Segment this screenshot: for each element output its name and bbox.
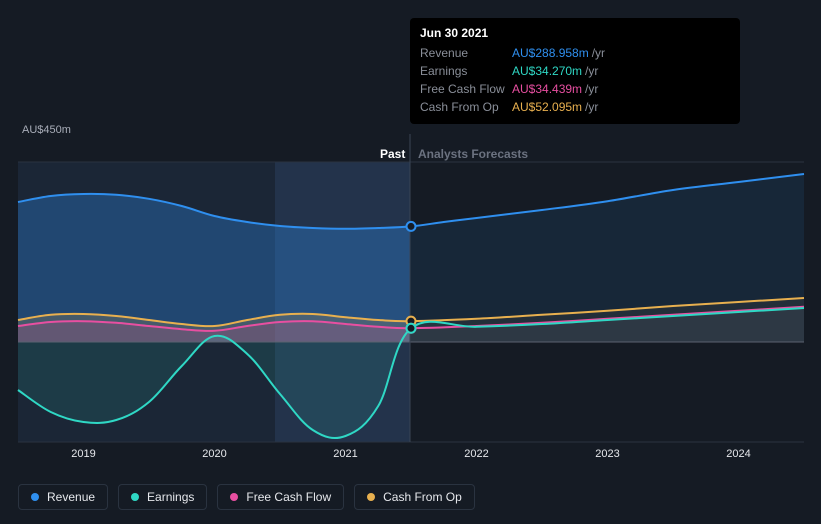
x-axis-label: 2020	[202, 448, 226, 460]
tooltip-label: Revenue	[420, 44, 512, 62]
legend-dot-icon	[230, 493, 238, 501]
legend-dot-icon	[367, 493, 375, 501]
tooltip-label: Free Cash Flow	[420, 80, 512, 98]
tooltip-unit: /yr	[585, 98, 598, 116]
x-axis-label: 2023	[595, 448, 619, 460]
legend-label: Free Cash Flow	[246, 490, 331, 504]
tooltip-row: Cash From OpAU$52.095m/yr	[420, 98, 730, 116]
tooltip-row: EarningsAU$34.270m/yr	[420, 62, 730, 80]
legend-item-cashfromop[interactable]: Cash From Op	[354, 484, 475, 510]
x-axis-label: 2022	[464, 448, 488, 460]
tooltip-unit: /yr	[585, 62, 598, 80]
tooltip-row: Free Cash FlowAU$34.439m/yr	[420, 80, 730, 98]
legend-label: Revenue	[47, 490, 95, 504]
tooltip-value: AU$34.439m	[512, 80, 582, 98]
tooltip-label: Earnings	[420, 62, 512, 80]
tooltip-value: AU$288.958m	[512, 44, 589, 62]
tooltip-date: Jun 30 2021	[420, 26, 730, 40]
legend-item-freecashflow[interactable]: Free Cash Flow	[217, 484, 344, 510]
tooltip-value: AU$52.095m	[512, 98, 582, 116]
x-axis-label: 2024	[726, 448, 750, 460]
tooltip-unit: /yr	[592, 44, 605, 62]
hover-tooltip: Jun 30 2021 RevenueAU$288.958m/yrEarning…	[410, 18, 740, 124]
tooltip-row: RevenueAU$288.958m/yr	[420, 44, 730, 62]
legend-dot-icon	[31, 493, 39, 501]
legend-item-earnings[interactable]: Earnings	[118, 484, 207, 510]
legend-dot-icon	[131, 493, 139, 501]
tooltip-unit: /yr	[585, 80, 598, 98]
legend-item-revenue[interactable]: Revenue	[18, 484, 108, 510]
legend-label: Earnings	[147, 490, 194, 504]
tooltip-label: Cash From Op	[420, 98, 512, 116]
x-axis-label: 2019	[71, 448, 95, 460]
tooltip-value: AU$34.270m	[512, 62, 582, 80]
legend-label: Cash From Op	[383, 490, 462, 504]
x-axis-label: 2021	[333, 448, 357, 460]
legend: Revenue Earnings Free Cash Flow Cash From O…	[18, 484, 475, 510]
